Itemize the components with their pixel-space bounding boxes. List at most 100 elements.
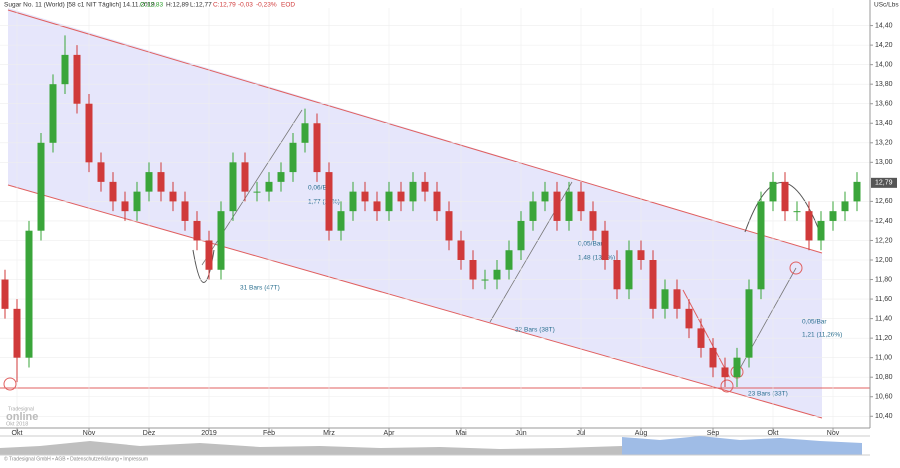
candle-body <box>805 211 813 241</box>
candle-body <box>493 269 501 280</box>
x-tick-label: Mai <box>455 430 467 437</box>
x-tick-label: Feb <box>263 430 275 437</box>
logo-big: online <box>6 411 38 423</box>
candle-body <box>37 142 45 231</box>
quote-percent: -0,23% <box>256 2 277 9</box>
candle-body <box>193 220 201 241</box>
annotation: 32 Bars (38T) <box>515 327 555 334</box>
annotation: 0,05/Bar <box>578 241 603 248</box>
candle-body <box>829 211 837 221</box>
quote-source: EOD <box>281 2 295 9</box>
annotation: 1,21 (11,26%) <box>802 332 842 339</box>
candle-body <box>745 289 753 358</box>
candle-body <box>817 220 825 241</box>
x-tick-label: Okt <box>768 430 779 437</box>
y-tick-label: 12,40 <box>875 218 893 225</box>
header-title: Sugar No. 11 (World) [58 c1 NIT Täglich]… <box>4 2 155 9</box>
x-tick-label: Nov <box>827 430 840 437</box>
logo-small: Tradesignal <box>8 406 34 412</box>
x-tick-label: Aug <box>635 430 648 437</box>
candle-body <box>85 103 93 163</box>
y-tick-label: 11,40 <box>875 315 892 322</box>
candle-body <box>109 181 117 202</box>
x-tick-label: Jul <box>577 430 586 437</box>
y-tick-label: 10,80 <box>875 374 893 381</box>
quote-open: O:12,83 <box>140 2 164 9</box>
candle-body <box>721 367 729 378</box>
candle-body <box>661 289 669 309</box>
channel-upper <box>7 9 823 254</box>
candle-body <box>385 191 393 212</box>
annotation: 31 Bars (47T) <box>240 285 280 292</box>
candle-body <box>625 250 633 290</box>
annotation: 0,06/Bar <box>308 185 333 192</box>
candle-body <box>445 211 453 241</box>
volume-area <box>0 441 622 455</box>
y-tick-label: 12,20 <box>875 237 893 244</box>
annotation: 0,05/Bar <box>802 319 827 326</box>
y-tick-label: 13,60 <box>875 101 893 108</box>
candle-body <box>601 230 609 260</box>
candle-body <box>529 201 537 221</box>
logo: Tradesignal online Okt 2018 <box>6 406 38 427</box>
candle-body <box>457 240 465 260</box>
candle-body <box>421 181 429 192</box>
x-tick-label: Okt <box>12 430 23 437</box>
candle-body <box>709 347 717 368</box>
candle-body <box>541 191 549 202</box>
candle-body <box>697 328 705 348</box>
y-tick-label: 10,40 <box>875 413 893 420</box>
candle-body <box>505 250 513 270</box>
candle-body <box>337 211 345 231</box>
candle-body <box>253 191 261 193</box>
candle-body <box>229 162 237 212</box>
candle-body <box>565 191 573 221</box>
candle-body <box>517 220 525 251</box>
candle-body <box>841 201 849 212</box>
y-tick-label: 14,00 <box>875 61 893 68</box>
candle-body <box>757 201 765 290</box>
last-price-box <box>871 177 897 188</box>
candle-body <box>265 181 273 192</box>
candle-body <box>397 191 405 202</box>
candle-body <box>325 172 333 231</box>
volume-panel <box>0 435 870 456</box>
candle-body <box>277 172 285 182</box>
y-tick-label: 10,60 <box>875 394 893 401</box>
marker-circle <box>3 377 17 391</box>
candle-body <box>121 201 129 212</box>
candle-body <box>157 172 165 192</box>
candle-body <box>553 191 561 221</box>
candle-body <box>589 211 597 231</box>
candle-body <box>205 240 213 270</box>
quote-low: L:12,77 <box>190 2 212 9</box>
channel-fill <box>8 8 822 418</box>
candle-body <box>217 211 225 270</box>
channel-lower <box>7 184 823 419</box>
candle-body <box>769 181 777 202</box>
candle-body <box>685 308 693 329</box>
x-tick-label: Sep <box>707 430 720 437</box>
candle-body <box>1 279 9 309</box>
candle-body <box>289 142 297 173</box>
last-price-label: 12,79 <box>875 180 893 187</box>
candle-body <box>13 308 21 358</box>
y-tick-label: 11,80 <box>875 276 892 283</box>
quote-close: C:12,79 <box>213 2 236 9</box>
y-tick-label: 13,20 <box>875 140 893 147</box>
candle-body <box>793 211 801 213</box>
candle-body <box>181 201 189 221</box>
y-tick-label: 11,20 <box>875 335 892 342</box>
y-tick-label: 13,80 <box>875 81 893 88</box>
candle-body <box>301 123 309 143</box>
annotation: 23 Bars (33T) <box>748 391 788 398</box>
candle-body <box>673 289 681 309</box>
marker-circle <box>789 261 803 275</box>
y-tick-label: 12,60 <box>875 198 893 205</box>
candle-body <box>133 191 141 212</box>
candle-body <box>649 260 657 309</box>
candle-body <box>61 54 69 85</box>
candle-body <box>169 191 177 202</box>
header: Sugar No. 11 (World) [58 c1 NIT Täglich]… <box>4 2 295 9</box>
price-plot <box>0 8 870 428</box>
